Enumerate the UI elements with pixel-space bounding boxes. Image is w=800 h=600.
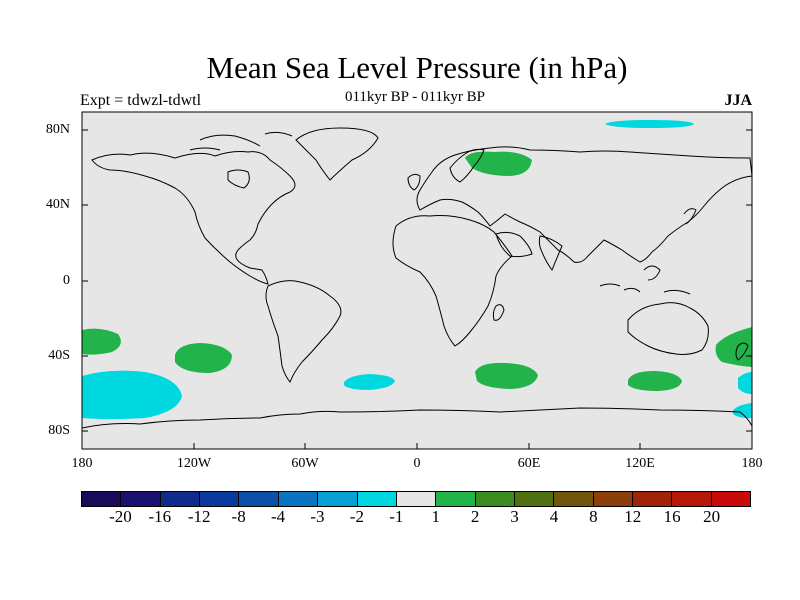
lon-label-0: 0 xyxy=(413,456,421,471)
colorbar-label: 3 xyxy=(510,507,519,526)
colorbar-label: 12 xyxy=(624,507,642,526)
coastline-africa xyxy=(392,215,513,347)
colorbar-box-10 xyxy=(475,492,515,506)
lat-label-80s: 80S xyxy=(48,423,70,438)
anomaly-positive-indian-ocean-east xyxy=(628,371,682,391)
colorbar-box-15 xyxy=(672,492,712,506)
colorbar-label: -2 xyxy=(349,507,364,526)
colorbar-box-0 xyxy=(82,492,122,506)
colorbar-label: -1 xyxy=(389,507,404,526)
anomaly-negative-south-pacific xyxy=(82,370,182,419)
coastline-india xyxy=(538,235,563,272)
anomaly-negative-tasman xyxy=(738,372,752,394)
coastline-japan xyxy=(683,208,697,225)
colorbar-box-12 xyxy=(554,492,594,506)
colorbar-box-3 xyxy=(200,492,240,506)
lon-label-180e: 180 xyxy=(741,456,763,471)
anomaly-positive-siberia xyxy=(465,151,532,176)
colorbar-box-5 xyxy=(278,492,319,506)
map-background xyxy=(82,112,752,449)
coastlines xyxy=(81,127,753,429)
anomaly-positive-indian-ocean-west xyxy=(475,362,538,389)
colorbar-box-11 xyxy=(514,492,555,506)
colorbar-box-2 xyxy=(160,492,201,506)
anomaly-negative-ross xyxy=(733,403,752,419)
lon-label-120w: 120W xyxy=(176,456,212,471)
anomaly-negative-arctic xyxy=(605,120,694,128)
colorbar-label: 16 xyxy=(663,507,681,526)
anomaly-positive-south-pacific-west xyxy=(82,328,121,355)
experiment-label: Expt = tdwzl-tdwtl xyxy=(80,92,202,109)
coastline-se-asia-islands xyxy=(599,265,691,295)
coastline-australia xyxy=(627,302,709,355)
colorbar-box-4 xyxy=(239,492,279,506)
colorbar-label: 4 xyxy=(549,507,559,526)
colorbar-box-14 xyxy=(633,492,673,506)
colorbar-label: -16 xyxy=(148,507,172,526)
coastline-new-zealand xyxy=(735,342,749,361)
colorbar-label: -8 xyxy=(231,507,246,526)
coastline-antarctica xyxy=(81,407,753,429)
coastline-arabia xyxy=(495,231,533,258)
chart-subtitle: 011kyr BP - 011kyr BP xyxy=(344,89,485,105)
colorbar-box-16 xyxy=(711,492,751,506)
coastline-madagascar xyxy=(492,304,505,321)
colorbar-box-1 xyxy=(121,492,161,506)
anomaly-positive-southwest-pacific xyxy=(715,327,752,367)
colorbar-box-8 xyxy=(396,492,437,506)
colorbar-box-6 xyxy=(318,492,358,506)
anomaly-positive-south-pacific xyxy=(175,343,232,373)
lon-label-180w: 180 xyxy=(71,456,93,471)
coastline-arctic-islands xyxy=(189,131,293,151)
coastline-greenland xyxy=(295,127,379,181)
colorbar-box-7 xyxy=(357,492,397,506)
coastline-british-isles xyxy=(407,173,421,191)
colorbar xyxy=(81,491,751,507)
lon-label-60e: 60E xyxy=(517,456,541,471)
colorbar-label: -12 xyxy=(187,507,211,526)
colorbar-label: -20 xyxy=(109,507,132,526)
lon-label-120e: 120E xyxy=(625,456,655,471)
colorbar-label: 1 xyxy=(431,507,440,526)
coastline-scandinavia xyxy=(449,148,485,183)
colorbar-label: -4 xyxy=(270,507,286,526)
colorbar-label: 20 xyxy=(703,507,721,526)
anomaly-negative-south-atlantic xyxy=(344,374,395,390)
coastline-hudson-bay xyxy=(227,169,250,189)
season-label: JJA xyxy=(724,92,752,109)
lon-label-60w: 60W xyxy=(291,456,319,471)
colorbar-label: -3 xyxy=(310,507,325,526)
coastline-south-america xyxy=(265,280,342,383)
colorbar-label: 8 xyxy=(589,507,598,526)
lat-label-0: 0 xyxy=(63,273,70,288)
lat-label-80n: 80N xyxy=(45,122,70,137)
lat-label-40s: 40S xyxy=(48,348,70,363)
coastline-eurasia xyxy=(416,146,753,263)
lat-label-40n: 40N xyxy=(45,197,70,212)
axis-ticks xyxy=(81,129,753,449)
colorbar-box-13 xyxy=(593,492,634,506)
colorbar-box-9 xyxy=(436,492,476,506)
coastline-north-america xyxy=(91,151,296,285)
colorbar-label: 2 xyxy=(470,507,480,526)
anomaly-regions xyxy=(82,120,752,419)
chart-title: Mean Sea Level Pressure (in hPa) xyxy=(206,50,628,85)
